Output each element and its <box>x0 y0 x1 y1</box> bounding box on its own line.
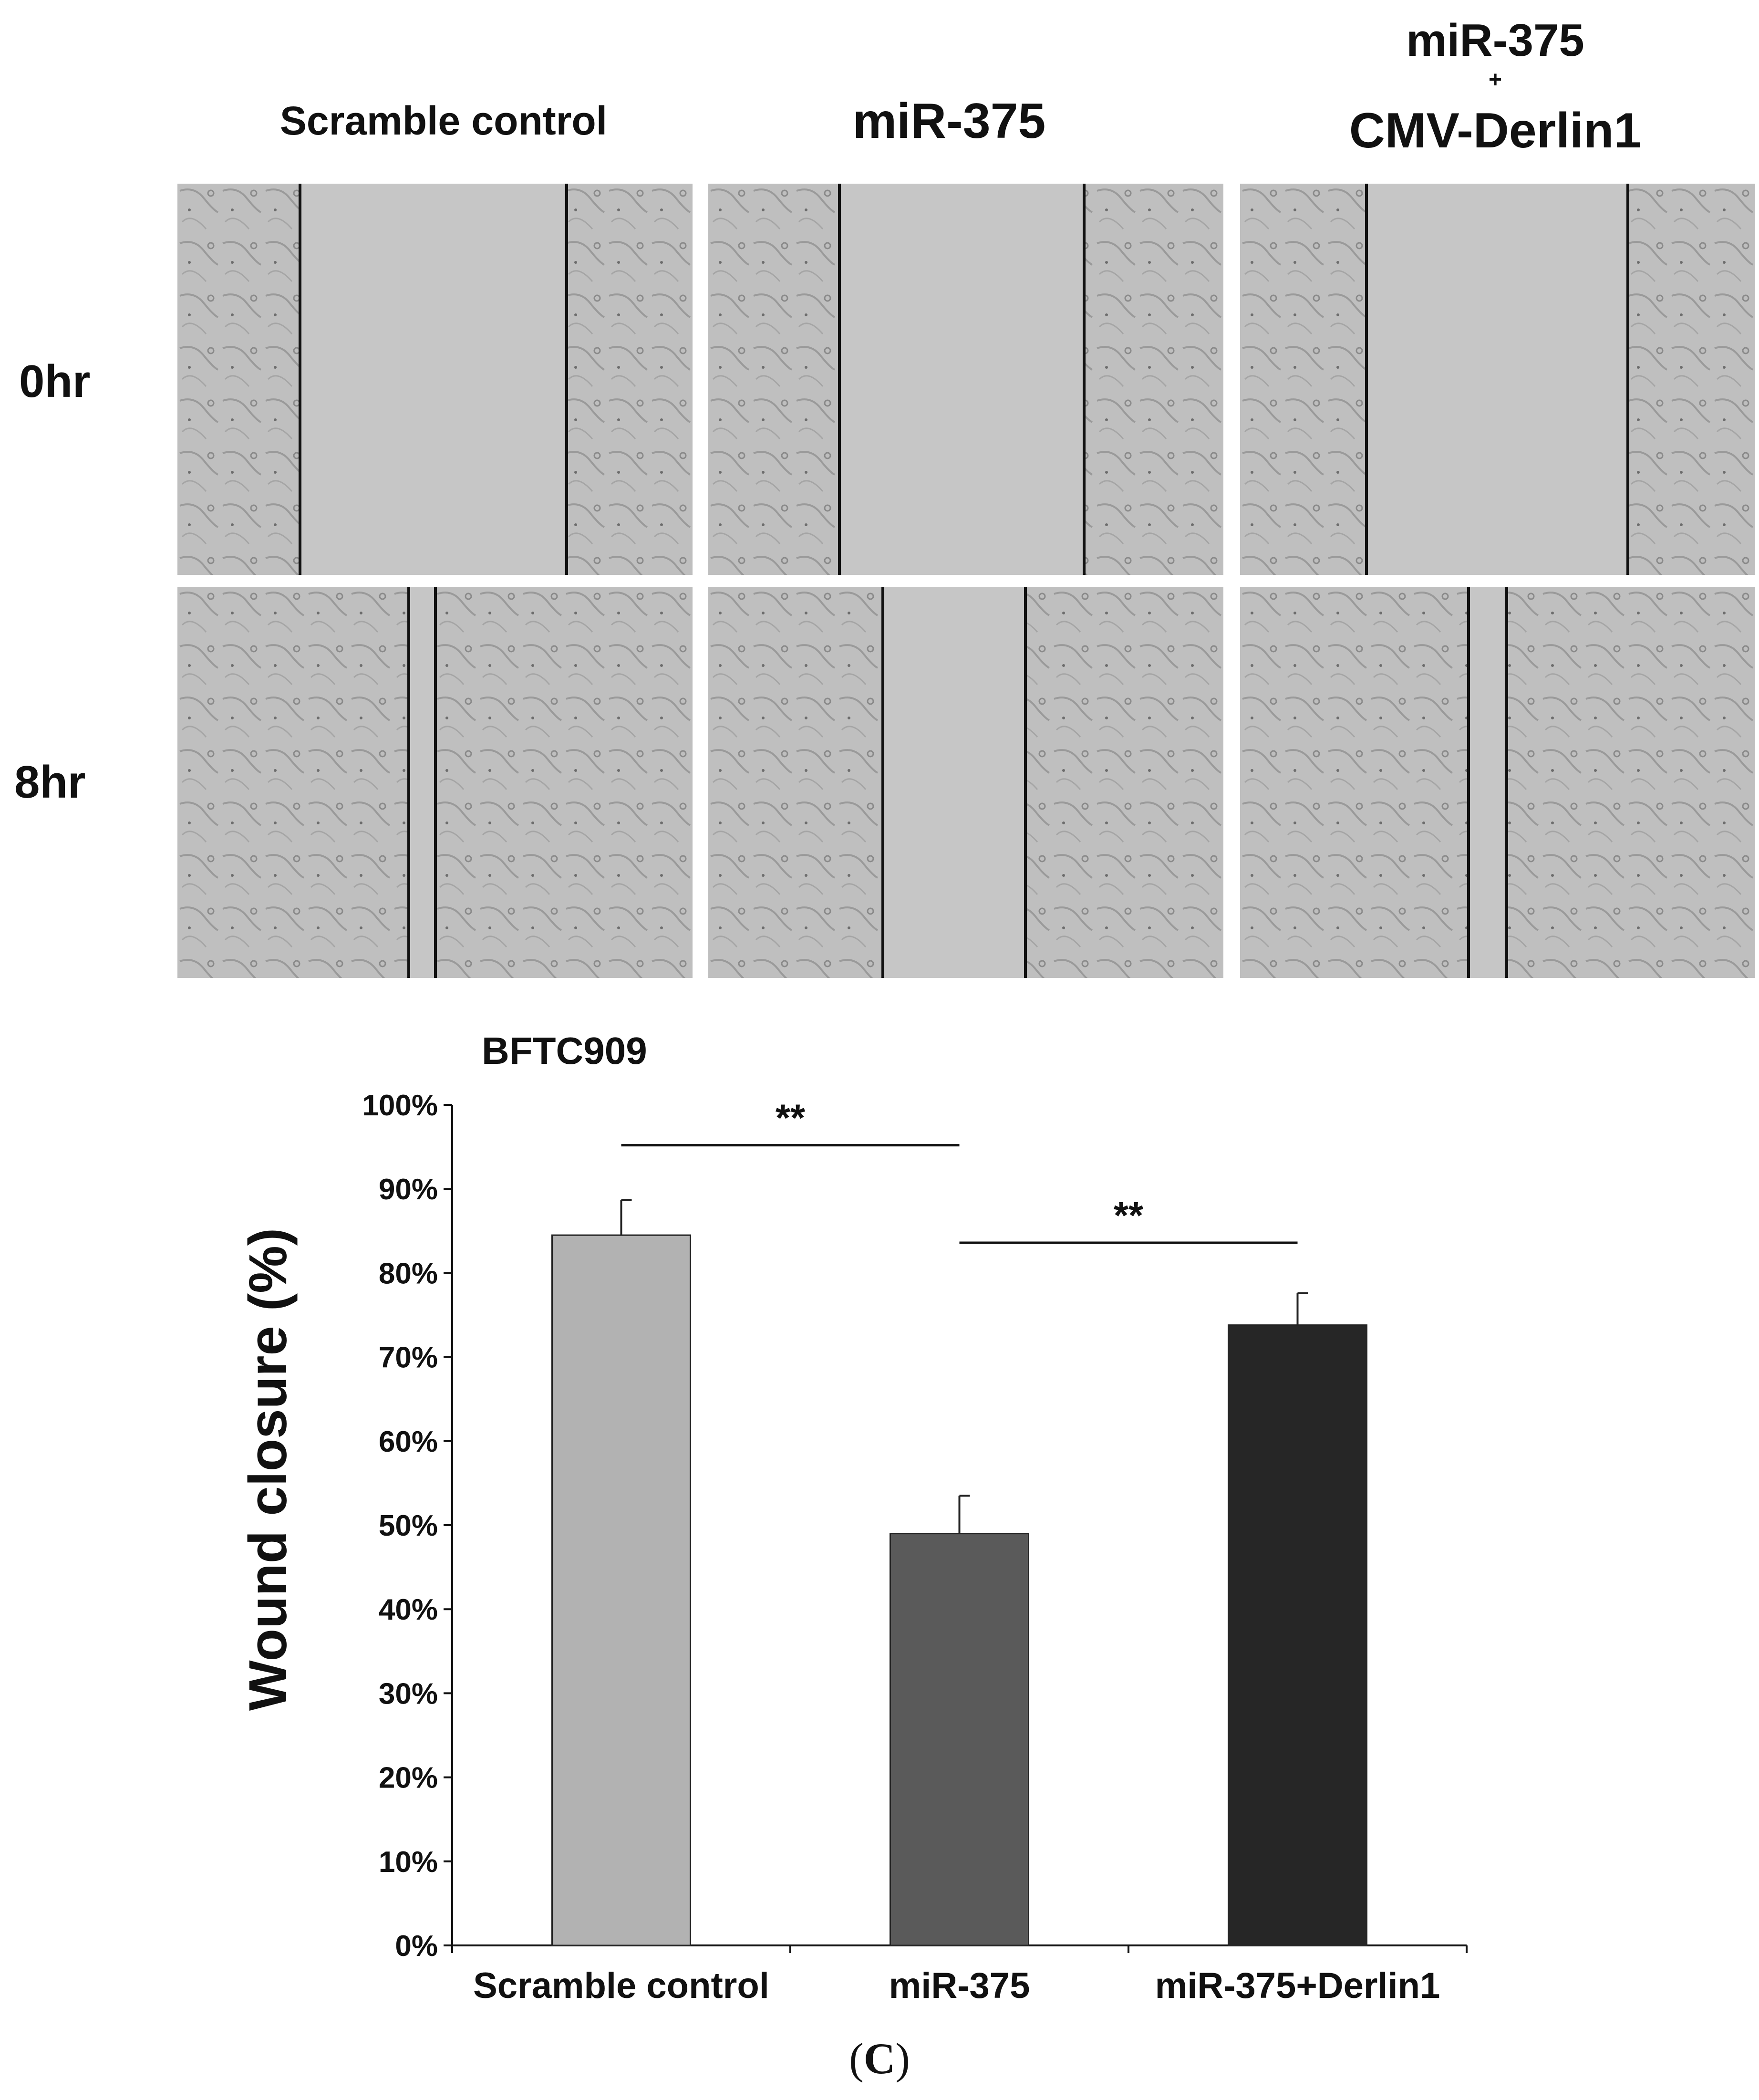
y-axis-label: Wound closure (%) <box>238 1228 298 1711</box>
significance-label: ** <box>1114 1194 1144 1237</box>
significance-label: ** <box>776 1097 806 1139</box>
chart-title: BFTC909 <box>482 1029 647 1072</box>
bar <box>551 1234 691 1946</box>
y-tick-label: 30% <box>379 1677 438 1710</box>
y-tick-label: 0% <box>395 1930 438 1963</box>
micrograph-mir375-8hr <box>708 587 1223 978</box>
row-label-8hr: 8hr <box>14 757 86 808</box>
column-title-combo-line1: miR-375 <box>1406 15 1584 66</box>
y-tick-label: 40% <box>379 1593 438 1626</box>
column-title-scramble: Scramble control <box>279 98 608 143</box>
micrograph-scramble-0hr <box>177 184 693 575</box>
y-tick-label: 90% <box>379 1173 438 1206</box>
caption-open: ( <box>849 2034 864 2083</box>
micrograph-scramble-8hr <box>177 587 693 978</box>
y-tick-label: 100% <box>362 1089 438 1122</box>
column-title-combo-plus: + <box>1488 67 1502 93</box>
bar <box>890 1533 1029 1946</box>
row-label-0hr: 0hr <box>19 356 91 407</box>
y-tick-label: 60% <box>379 1425 438 1458</box>
y-tick-label: 50% <box>379 1509 438 1542</box>
micrograph-mir375-0hr <box>708 184 1223 575</box>
x-tick-label: miR-375 <box>889 1965 1030 2006</box>
y-tick-label: 20% <box>379 1762 438 1795</box>
caption-letter: C <box>863 2034 896 2083</box>
x-tick-label: Scramble control <box>473 1965 769 2006</box>
micrograph-combo-8hr <box>1240 587 1755 978</box>
y-tick-label: 80% <box>379 1257 438 1290</box>
x-tick-label: miR-375+Derlin1 <box>1155 1965 1440 2006</box>
column-title-mir375: miR-375 <box>852 94 1046 149</box>
y-tick-label: 70% <box>379 1341 438 1374</box>
y-tick-label: 10% <box>379 1846 438 1879</box>
column-title-combo-line2: CMV-Derlin1 <box>1349 103 1642 158</box>
micrograph-combo-0hr <box>1240 184 1755 575</box>
chart-plot-area: 0% 10% 20% 30% 40% 50% 60% 70% 80% 90% 100% Scrambl… <box>362 1089 1468 2006</box>
caption-close: ) <box>895 2034 910 2083</box>
panel-caption: (C) <box>0 2033 1759 2084</box>
bar <box>1228 1324 1367 1946</box>
